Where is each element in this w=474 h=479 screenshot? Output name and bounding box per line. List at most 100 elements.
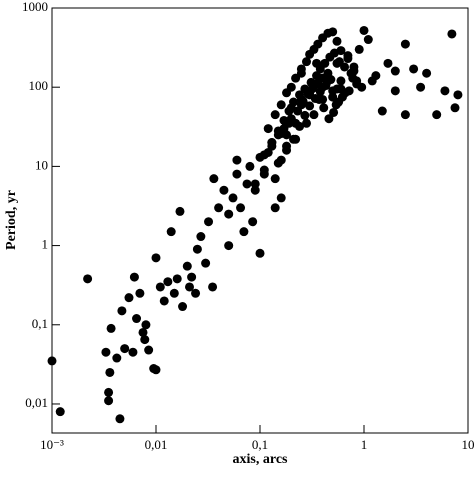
point (401, 40, 410, 49)
point (287, 83, 296, 92)
point (152, 365, 161, 374)
point (282, 130, 291, 139)
point (360, 26, 369, 35)
point (48, 356, 57, 365)
point (256, 249, 265, 258)
point (297, 69, 306, 78)
point (56, 407, 65, 416)
point (383, 59, 392, 68)
point (163, 277, 172, 286)
point (224, 241, 233, 250)
y-tick-label: 0,1 (32, 316, 48, 331)
point (112, 354, 121, 363)
point (209, 174, 218, 183)
point (451, 103, 460, 112)
point (277, 100, 286, 109)
y-tick-label: 10 (35, 157, 48, 172)
point (315, 95, 324, 104)
point (251, 179, 260, 188)
point (204, 217, 213, 226)
point (282, 146, 291, 155)
point (271, 203, 280, 212)
point (239, 227, 248, 236)
point (193, 245, 202, 254)
point (440, 86, 449, 95)
point (236, 203, 245, 212)
point (271, 110, 280, 119)
point (329, 108, 338, 117)
point (416, 83, 425, 92)
point (260, 170, 269, 179)
point (274, 159, 283, 168)
point (208, 282, 217, 291)
point (104, 396, 113, 405)
point (115, 414, 124, 423)
point (391, 67, 400, 76)
point (409, 64, 418, 73)
point (401, 110, 410, 119)
point (120, 344, 129, 353)
point (196, 232, 205, 241)
point (340, 62, 349, 71)
point (232, 156, 241, 165)
point (330, 49, 339, 58)
point (332, 84, 341, 93)
point (323, 76, 332, 85)
point (291, 119, 300, 128)
point (297, 95, 306, 104)
point (355, 45, 364, 54)
y-axis-label: Period, yr (4, 190, 19, 250)
point (105, 368, 114, 377)
point (156, 282, 165, 291)
point (328, 27, 337, 36)
point (214, 203, 223, 212)
x-tick-label: 0,01 (145, 437, 168, 452)
point (453, 90, 462, 99)
point (201, 259, 210, 268)
point (348, 74, 357, 83)
point (364, 35, 373, 44)
point (260, 150, 269, 159)
y-tick-label: 1 (42, 237, 49, 252)
point (232, 170, 241, 179)
point (128, 348, 137, 357)
point (378, 107, 387, 116)
point (141, 320, 150, 329)
point (224, 210, 233, 219)
point (140, 335, 149, 344)
point (175, 207, 184, 216)
x-tick-label: 0,1 (252, 437, 268, 452)
point (319, 103, 328, 112)
point (117, 306, 126, 315)
x-tick-label: 1 (361, 437, 368, 452)
point (371, 71, 380, 80)
point (107, 324, 116, 333)
y-tick-label: 0,01 (25, 395, 48, 410)
point (219, 186, 228, 195)
point (130, 273, 139, 282)
y-tick-label: 1000 (22, 0, 48, 14)
point (187, 273, 196, 282)
point (83, 274, 92, 283)
point (101, 348, 110, 357)
point (124, 293, 133, 302)
point (183, 262, 192, 271)
point (267, 142, 276, 151)
point (144, 346, 153, 355)
point (178, 302, 187, 311)
point (228, 193, 237, 202)
point (173, 274, 182, 283)
point (170, 289, 179, 298)
point (305, 88, 314, 97)
point (135, 289, 144, 298)
point (248, 217, 257, 226)
point (309, 110, 318, 119)
y-tick-label: 100 (29, 78, 49, 93)
x-axis-label: axis, arcs (233, 452, 289, 467)
point (243, 179, 252, 188)
point (391, 86, 400, 95)
point (104, 388, 113, 397)
point (336, 76, 345, 85)
point (447, 29, 456, 38)
point (312, 59, 321, 68)
